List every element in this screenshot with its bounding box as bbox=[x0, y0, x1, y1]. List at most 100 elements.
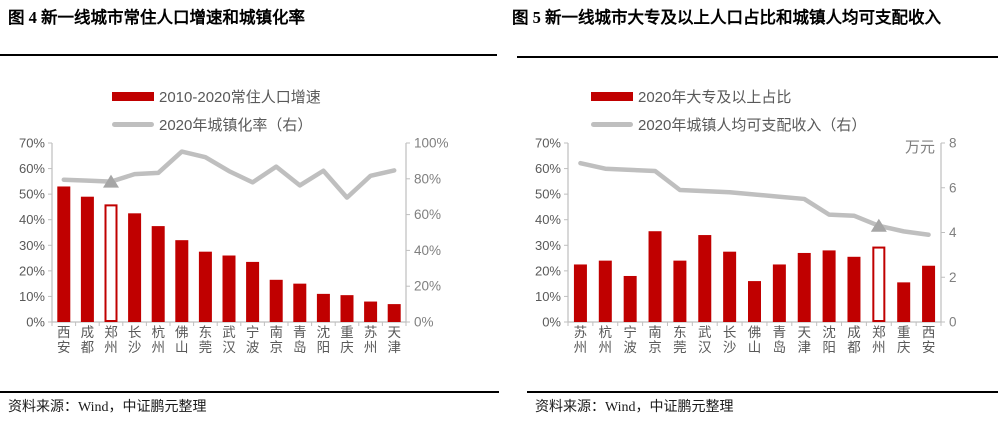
category-label: 杭州 bbox=[599, 325, 613, 355]
figure-4-chart: 0% 10% 20% 30% 40% 50% 60% 70% 0% 20% 40% 60% 80% 100… bbox=[19, 136, 449, 356]
left-axis-tick-label: 20% bbox=[19, 263, 45, 278]
left-axis-tick-label: 0% bbox=[26, 315, 45, 330]
right-axis-tick-label: 8 bbox=[949, 136, 957, 151]
figure-4-title: 图 4 新一线城市常住人口增速和城镇化率 bbox=[8, 8, 305, 27]
category-label: 成都 bbox=[81, 325, 95, 355]
bar-highlighted bbox=[872, 246, 886, 322]
source-divider bbox=[0, 391, 499, 393]
source-note: 资料来源：Wind，中证鹏元整理 bbox=[8, 400, 207, 415]
bar bbox=[57, 186, 71, 322]
right-axis-tick-label: 0 bbox=[949, 315, 957, 330]
bar bbox=[748, 281, 761, 322]
legend-label: 2020年大专及以上占比 bbox=[638, 89, 792, 106]
legend-label: 2020年城镇化率（右） bbox=[159, 117, 313, 134]
legend-item: 2020年城镇化率（右） bbox=[112, 112, 321, 137]
bar bbox=[623, 275, 637, 322]
bar bbox=[772, 264, 786, 322]
category-label: 佛山 bbox=[748, 325, 762, 355]
bar bbox=[293, 283, 307, 322]
category-label: 苏州 bbox=[574, 325, 588, 355]
category-label: 郑州 bbox=[104, 325, 118, 355]
category-label: 南京 bbox=[648, 325, 662, 355]
left-axis-tick-label: 60% bbox=[535, 161, 561, 176]
legend-label: 2020年城镇人均可支配收入（右） bbox=[638, 117, 867, 134]
legend-line-swatch bbox=[112, 122, 154, 127]
bar bbox=[897, 282, 911, 322]
right-axis-tick-label: 4 bbox=[949, 225, 957, 240]
right-axis-tick-label: 20% bbox=[414, 279, 441, 294]
left-axis-tick-label: 30% bbox=[535, 238, 561, 253]
right-axis-unit-label: 万元 bbox=[905, 139, 935, 156]
category-label: 武汉 bbox=[698, 325, 712, 355]
bar bbox=[222, 255, 236, 322]
bar bbox=[673, 260, 687, 322]
category-label: 佛山 bbox=[175, 325, 189, 355]
category-label: 天津 bbox=[387, 325, 401, 355]
left-axis-tick-label: 0% bbox=[542, 315, 561, 330]
left-axis-tick-label: 20% bbox=[535, 263, 561, 278]
right-axis-tick-label: 80% bbox=[414, 171, 441, 186]
legend-line-swatch bbox=[591, 122, 633, 127]
bar bbox=[723, 251, 737, 322]
figure-4-panel: 图 4 新一线城市常住人口增速和城镇化率 2010-2020常住人口增速 2020… bbox=[0, 8, 499, 415]
left-axis-tick-label: 70% bbox=[535, 136, 561, 151]
left-axis-tick-label: 50% bbox=[19, 187, 45, 202]
category-label: 杭州 bbox=[151, 325, 165, 355]
category-label: 南京 bbox=[269, 325, 283, 355]
bar bbox=[573, 264, 587, 322]
source-note: 资料来源：Wind，中证鹏元整理 bbox=[535, 400, 734, 415]
legend-bar-swatch bbox=[591, 92, 633, 101]
trend-line bbox=[578, 160, 931, 237]
bar bbox=[922, 265, 936, 322]
category-label: 沈阳 bbox=[822, 325, 836, 355]
legend-bar-swatch bbox=[112, 92, 154, 101]
category-label: 郑州 bbox=[872, 325, 886, 355]
category-label: 宁波 bbox=[246, 324, 260, 355]
marker-triangle bbox=[870, 218, 887, 232]
bar bbox=[340, 295, 354, 322]
figure-5-panel: 图 5 新一线城市大专及以上人口占比和城镇人均可支配收入 2020年大专及以上占… bbox=[499, 0, 998, 424]
category-label: 天津 bbox=[797, 325, 811, 355]
category-label: 长沙 bbox=[723, 325, 737, 355]
right-axis-tick-label: 6 bbox=[949, 180, 957, 195]
trend-line bbox=[61, 149, 397, 200]
bar bbox=[847, 256, 861, 322]
category-label: 东莞 bbox=[673, 325, 687, 355]
left-axis-tick-label: 70% bbox=[19, 136, 45, 151]
figure-5-chart: 0% 10% 20% 30% 40% 50% 60% 70% 0 2 4 6 8 万元苏州杭州宁波南京东莞… bbox=[535, 136, 957, 356]
category-label: 成都 bbox=[847, 325, 861, 355]
left-axis-tick-label: 60% bbox=[19, 161, 45, 176]
category-label: 东莞 bbox=[199, 325, 213, 355]
bar bbox=[246, 261, 260, 322]
title-divider bbox=[517, 56, 998, 58]
category-label: 西安 bbox=[57, 325, 71, 355]
bar bbox=[175, 240, 189, 322]
bar bbox=[698, 235, 712, 322]
bar bbox=[822, 250, 836, 322]
category-label: 重庆 bbox=[897, 325, 911, 355]
right-axis-tick-label: 60% bbox=[414, 207, 441, 222]
legend-item: 2020年城镇人均可支配收入（右） bbox=[591, 112, 866, 137]
category-label: 武汉 bbox=[222, 325, 236, 355]
figure-4-legend: 2010-2020常住人口增速 2020年城镇化率（右） bbox=[112, 84, 321, 137]
category-label: 重庆 bbox=[340, 325, 354, 355]
category-label: 青岛 bbox=[293, 325, 307, 355]
bar bbox=[387, 304, 401, 322]
bar-highlighted bbox=[104, 204, 118, 322]
bar bbox=[151, 226, 165, 322]
title-divider bbox=[0, 54, 497, 56]
marker-triangle bbox=[103, 174, 119, 188]
right-axis-tick-label: 0% bbox=[414, 315, 434, 330]
category-label: 长沙 bbox=[128, 325, 142, 355]
bar bbox=[797, 252, 811, 322]
category-label: 沈阳 bbox=[317, 325, 331, 355]
right-axis-tick-label: 2 bbox=[949, 270, 957, 285]
left-axis-tick-label: 50% bbox=[535, 187, 561, 202]
bar bbox=[598, 260, 612, 322]
left-axis-tick-label: 40% bbox=[19, 212, 45, 227]
bar bbox=[269, 279, 283, 322]
legend-item: 2020年大专及以上占比 bbox=[591, 84, 866, 109]
category-label: 宁波 bbox=[623, 324, 637, 355]
left-axis-tick-label: 40% bbox=[535, 212, 561, 227]
bar bbox=[80, 196, 94, 322]
